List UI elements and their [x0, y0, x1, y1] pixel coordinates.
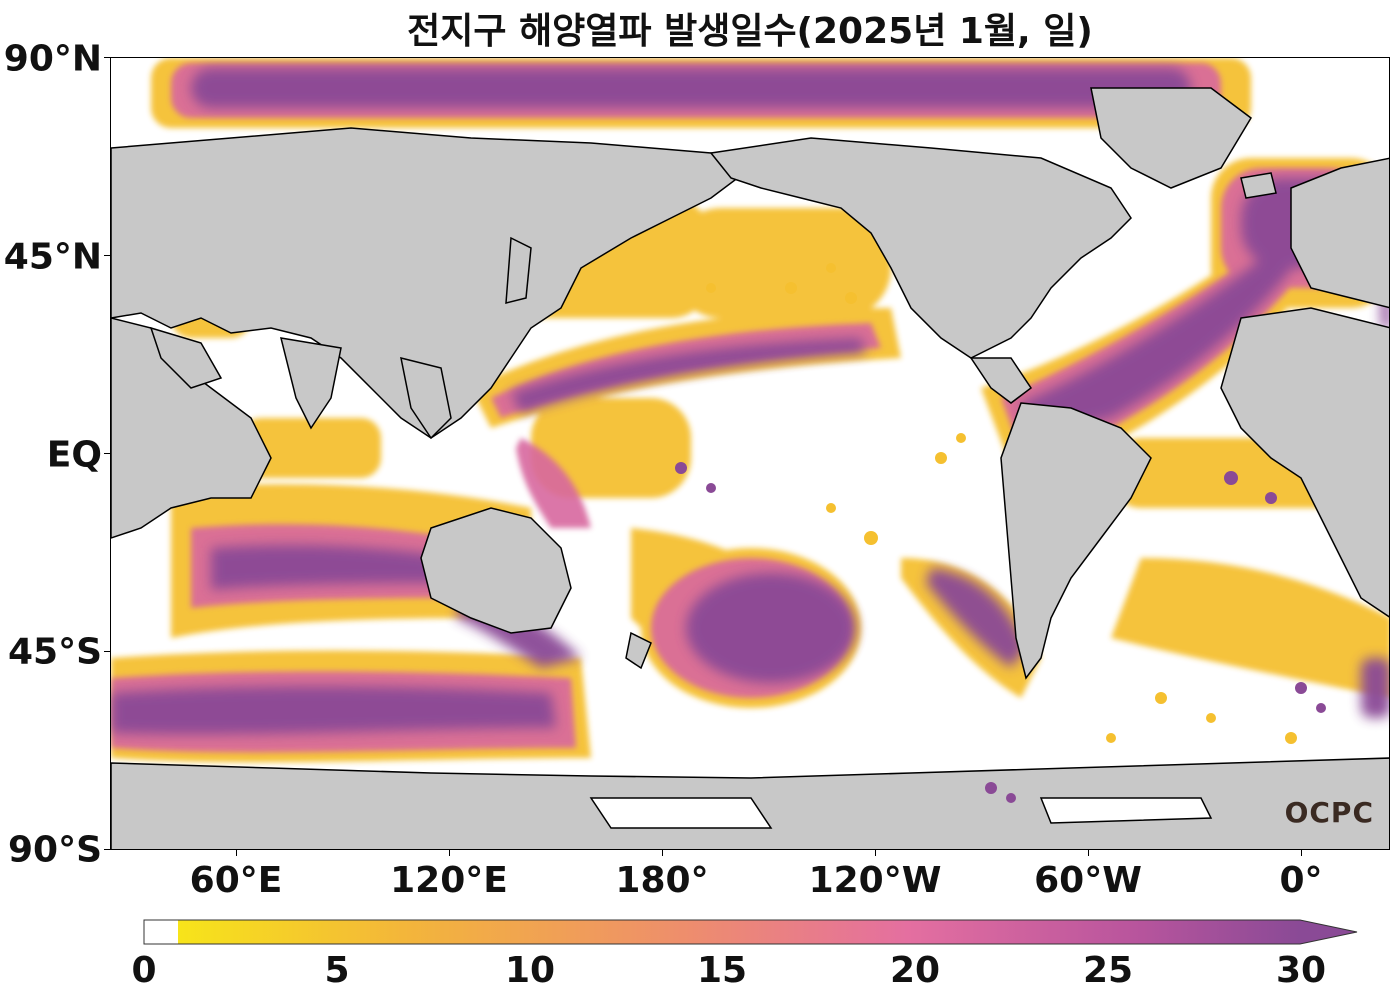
new-zealand	[625, 631, 652, 670]
lat-label-90n: 90°N	[3, 38, 102, 80]
lat-label-45n: 45°N	[3, 236, 102, 278]
ocpc-logo: OCPC	[1284, 796, 1374, 829]
land	[111, 87, 1389, 849]
ross-ice-shelf	[589, 797, 773, 829]
lon-tick	[449, 850, 450, 856]
lon-label-0: 0°	[1279, 860, 1323, 901]
lon-label-180: 180°	[615, 860, 709, 901]
lon-label-60e: 60°E	[189, 860, 283, 901]
colorbar-tick-25: 25	[1082, 950, 1134, 991]
lon-tick	[1088, 850, 1089, 856]
greenland	[1090, 87, 1252, 189]
colorbar-tick-15: 15	[696, 950, 748, 991]
eurasia	[111, 127, 753, 439]
iceland	[1240, 172, 1277, 199]
southeast-asia	[400, 356, 452, 440]
lat-label-45s: 45°S	[7, 631, 102, 673]
lat-tick	[104, 255, 110, 256]
weddell-ice-shelf	[1039, 797, 1213, 824]
map-panel	[110, 57, 1390, 850]
lat-label-90s: 90°S	[7, 829, 102, 871]
colorbar-tick-0: 0	[131, 950, 157, 991]
north-america	[709, 137, 1132, 359]
colorbar-outline	[143, 919, 1358, 945]
japan	[505, 236, 532, 304]
arabia	[149, 326, 223, 389]
europe-west	[1290, 157, 1389, 309]
lon-label-120w: 120°W	[808, 860, 942, 901]
lon-tick	[875, 850, 876, 856]
india	[279, 337, 342, 430]
lat-tick	[104, 57, 110, 58]
heatwave-map	[111, 58, 1389, 849]
map-title: 전지구 해양열파 발생일수(2025년 1월, 일)	[407, 11, 1093, 52]
lat-tick	[104, 849, 110, 850]
lon-tick	[662, 850, 663, 856]
colorbar-tick-10: 10	[504, 950, 556, 991]
heatwave-patches-purple	[675, 462, 1326, 803]
central-america	[969, 357, 1033, 404]
lon-tick	[236, 850, 237, 856]
colorbar-tick-5: 5	[324, 950, 350, 991]
lon-tick	[1301, 850, 1302, 856]
south-america	[1000, 402, 1152, 680]
colorbar	[143, 919, 1358, 945]
lon-label-120e: 120°E	[390, 860, 508, 901]
lon-label-60w: 60°W	[1034, 860, 1142, 901]
colorbar-zero-segment	[144, 920, 178, 944]
colorbar-gradient	[178, 920, 1300, 944]
australia	[420, 507, 572, 634]
lat-tick	[104, 453, 110, 454]
lat-tick	[104, 651, 110, 652]
africa-west	[1220, 307, 1389, 618]
lat-label-eq: EQ	[46, 434, 102, 476]
heatwave-patches	[706, 263, 1297, 744]
colorbar-extend-arrow	[1300, 920, 1357, 944]
colorbar-tick-20: 20	[889, 950, 941, 991]
colorbar-tick-30: 30	[1275, 950, 1327, 991]
